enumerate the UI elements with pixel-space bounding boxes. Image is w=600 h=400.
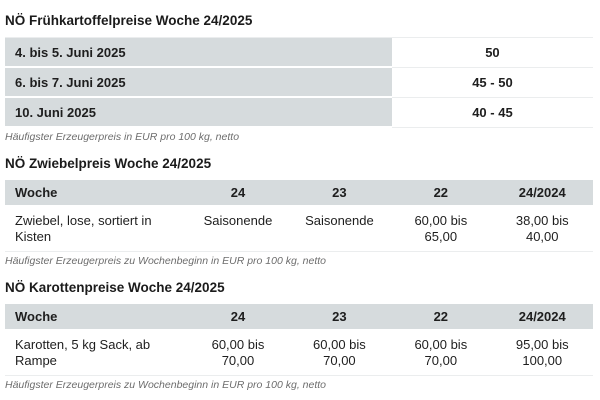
column-header-woche: Woche bbox=[15, 185, 58, 200]
column-header-week-24-2024: 24/2024 bbox=[518, 309, 566, 324]
zwiebel-table: Woche 24 23 22 24/2024 Zwiebel, lose, so… bbox=[5, 180, 593, 252]
column-header-week-22: 22 bbox=[433, 309, 449, 324]
product-cell: Karotten, 5 kg Sack, ab Rampe bbox=[15, 337, 151, 368]
table-header-row: Woche 24 23 22 24/2024 bbox=[5, 180, 593, 205]
product-cell: Zwiebel, lose, sortiert in Kisten bbox=[15, 213, 152, 244]
table-row: 10. Juni 2025 40 - 45 bbox=[5, 98, 593, 128]
date-cell: 6. bis 7. Juni 2025 bbox=[5, 68, 392, 98]
column-header-week-22: 22 bbox=[433, 185, 449, 200]
column-header-week-24: 24 bbox=[230, 185, 246, 200]
column-header-week-24-2024: 24/2024 bbox=[518, 185, 566, 200]
section-title: NÖ Karottenpreise Woche 24/2025 bbox=[5, 280, 225, 295]
fruehkartoffel-table: 4. bis 5. Juni 2025 50 6. bis 7. Juni 20… bbox=[5, 37, 593, 128]
footnote: Häufigster Erzeugerpreis in EUR pro 100 … bbox=[5, 131, 240, 143]
table-header-row: Woche 24 23 22 24/2024 bbox=[5, 304, 593, 329]
price-cell: 38,00 bis 40,00 bbox=[515, 213, 569, 244]
column-header-week-23: 23 bbox=[332, 185, 347, 200]
footnote: Häufigster Erzeugerpreis zu Wochenbeginn… bbox=[5, 255, 327, 267]
price-cell: 60,00 bis 70,00 bbox=[211, 337, 265, 368]
karotten-table: Woche 24 23 22 24/2024 Karotten, 5 kg Sa… bbox=[5, 304, 593, 376]
column-header-week-24: 24 bbox=[230, 309, 246, 324]
date-cell: 10. Juni 2025 bbox=[5, 98, 392, 128]
date-cell: 4. bis 5. Juni 2025 bbox=[5, 38, 392, 68]
table-row: 4. bis 5. Juni 2025 50 bbox=[5, 38, 593, 68]
price-cell: Saisonende bbox=[305, 213, 374, 228]
section-fruehkartoffelpreise: NÖ Frühkartoffelpreise Woche 24/2025 4. … bbox=[5, 13, 593, 144]
column-header-woche: Woche bbox=[15, 309, 58, 324]
price-cell: 95,00 bis 100,00 bbox=[515, 337, 569, 368]
table-row: 6. bis 7. Juni 2025 45 - 50 bbox=[5, 68, 593, 98]
price-cell: 60,00 bis 70,00 bbox=[414, 337, 468, 368]
price-cell: 60,00 bis 65,00 bbox=[414, 213, 468, 244]
section-karottenpreise: NÖ Karottenpreise Woche 24/2025 Woche 24… bbox=[5, 280, 593, 392]
section-zwiebelpreis: NÖ Zwiebelpreis Woche 24/2025 Woche 24 2… bbox=[5, 156, 593, 268]
section-title: NÖ Frühkartoffelpreise Woche 24/2025 bbox=[5, 13, 253, 28]
table-row: Zwiebel, lose, sortiert in Kisten Saison… bbox=[5, 208, 593, 252]
section-title: NÖ Zwiebelpreis Woche 24/2025 bbox=[5, 156, 212, 171]
column-header-week-23: 23 bbox=[332, 309, 347, 324]
price-cell: 50 bbox=[391, 38, 593, 68]
price-cell: 60,00 bis 70,00 bbox=[313, 337, 366, 368]
footnote: Häufigster Erzeugerpreis zu Wochenbeginn… bbox=[5, 379, 327, 391]
price-cell: 45 - 50 bbox=[391, 68, 593, 98]
price-cell: 40 - 45 bbox=[391, 98, 593, 128]
table-row: Karotten, 5 kg Sack, ab Rampe 60,00 bis … bbox=[5, 332, 593, 376]
price-cell: Saisonende bbox=[203, 213, 273, 228]
